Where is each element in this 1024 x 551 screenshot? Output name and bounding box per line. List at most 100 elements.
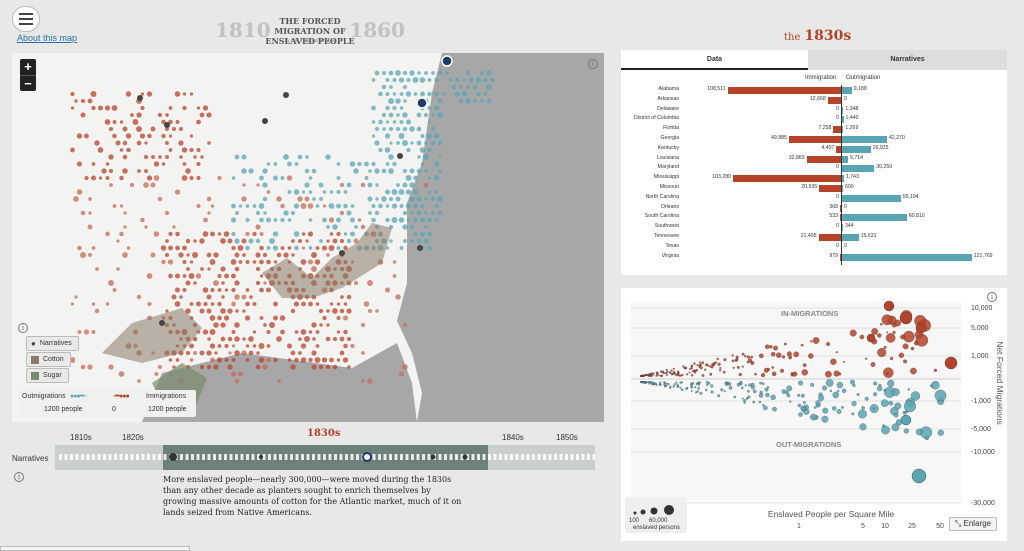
zoom-out-button[interactable]: − xyxy=(20,75,36,91)
migration-dot xyxy=(230,217,237,223)
migration-dot xyxy=(402,224,408,230)
bar-row[interactable]: North Carolina 0 55,194 xyxy=(621,194,1007,204)
migration-dot xyxy=(122,154,128,160)
decade-1820s[interactable]: 1820s xyxy=(122,433,144,442)
scatter-point xyxy=(944,356,958,370)
bar-row[interactable]: Missouri 20,935 600 xyxy=(621,184,1007,194)
migration-dot xyxy=(410,239,414,243)
timeline-tick xyxy=(262,454,266,460)
map-canvas[interactable] xyxy=(12,53,604,422)
migration-dot xyxy=(420,162,425,166)
migration-dot xyxy=(245,288,250,292)
migration-dot xyxy=(433,161,440,167)
zoom-in-button[interactable]: + xyxy=(24,59,32,74)
migration-dot xyxy=(353,238,359,244)
legend-info-icon[interactable]: i xyxy=(18,323,28,333)
migration-dot xyxy=(150,182,156,188)
legend-sugar[interactable]: Sugar xyxy=(26,368,69,383)
bar-row[interactable]: Louisiana 32,863 5,714 xyxy=(621,155,1007,165)
legend-cotton[interactable]: Cotton xyxy=(26,352,71,367)
scatter-point xyxy=(822,385,827,391)
decade-1810s[interactable]: 1810s xyxy=(70,433,92,442)
immigration-bar xyxy=(840,214,841,222)
migration-dot xyxy=(360,182,366,188)
migration-dot xyxy=(311,168,317,174)
scatter-point xyxy=(892,330,896,334)
scatter-point xyxy=(670,369,673,372)
timeline-slider[interactable] xyxy=(55,445,596,470)
bar-row[interactable]: Texas 0 0 xyxy=(621,243,1007,253)
bar-row[interactable]: South Carolina 533 60,810 xyxy=(621,213,1007,223)
immigration-value: 0 xyxy=(836,164,839,171)
scatter-point xyxy=(873,381,878,386)
migration-map[interactable]: + − i i ● Narratives Cotton Sugar Outmigr… xyxy=(12,53,604,422)
timeline-info-icon[interactable]: i xyxy=(14,472,24,482)
migration-dot xyxy=(234,252,240,258)
map-info-icon[interactable]: i xyxy=(588,59,598,69)
migration-dot xyxy=(203,217,208,223)
bar-row[interactable]: District of Columbia 0 1,440 xyxy=(621,115,1007,125)
bar-row[interactable]: Orleans 368 0 xyxy=(621,204,1007,214)
bar-row[interactable]: Arkansas 12,668 0 xyxy=(621,96,1007,106)
migration-dot xyxy=(70,91,75,97)
bar-row[interactable]: Mississippi 103,280 1,743 xyxy=(621,174,1007,184)
page-title: 1810 1860 THE FORCED MIGRATION OF ENSLAVE… xyxy=(215,12,405,52)
migration-dot xyxy=(237,371,244,377)
legend-narratives[interactable]: ● Narratives xyxy=(26,336,79,351)
bar-row[interactable]: Kentucky 4,407 26,925 xyxy=(621,145,1007,155)
immigration-value: 4,407 xyxy=(821,144,835,151)
migration-dot xyxy=(174,301,181,307)
scatter-point xyxy=(723,390,726,393)
timeline-track[interactable] xyxy=(55,445,596,470)
immigration-value: 103,280 xyxy=(712,174,732,181)
bar-row[interactable]: Virginia 979 121,769 xyxy=(621,253,1007,263)
migration-dot xyxy=(273,218,278,222)
migration-dot xyxy=(164,210,170,216)
timeline-tick xyxy=(185,454,189,460)
outmigration-value: 30,250 xyxy=(876,164,893,171)
sugar-swatch xyxy=(31,371,39,380)
bar-row[interactable]: Southwest 0 344 xyxy=(621,223,1007,233)
migration-dot xyxy=(332,238,338,244)
decade-1840s[interactable]: 1840s xyxy=(502,433,524,442)
scatter-point xyxy=(663,381,666,385)
migration-dot xyxy=(297,196,303,202)
migration-dot xyxy=(417,71,421,75)
migration-dot xyxy=(241,294,247,300)
cotton-region xyxy=(102,308,202,363)
enlarge-button[interactable]: ⤡ Enlarge xyxy=(949,517,997,531)
tab-data[interactable]: Data xyxy=(621,50,808,70)
menu-button[interactable] xyxy=(12,6,40,32)
bar-row[interactable]: Florida 7,258 1,269 xyxy=(621,125,1007,135)
scatter-point xyxy=(648,382,651,385)
migration-dot xyxy=(416,168,422,174)
migration-dot xyxy=(230,371,237,377)
scatter-point xyxy=(784,390,789,395)
scatter-point xyxy=(640,381,643,383)
migration-dot xyxy=(287,190,292,194)
bar-row[interactable]: Alabama 108,511 9,188 xyxy=(621,86,1007,96)
bar-row[interactable]: Tennessee 21,495 15,631 xyxy=(621,233,1007,243)
migration-dot xyxy=(213,364,219,370)
migration-dot xyxy=(206,350,212,356)
migration-dot xyxy=(262,196,268,202)
about-link[interactable]: About this map xyxy=(17,33,78,43)
scatter-point xyxy=(815,400,821,406)
bar-row[interactable]: Georgia 49,885 42,270 xyxy=(621,135,1007,145)
migration-dot xyxy=(290,364,296,370)
tab-narratives[interactable]: Narratives xyxy=(808,50,1007,70)
migration-dot xyxy=(423,238,429,244)
migration-dot xyxy=(182,162,187,166)
zoom-control[interactable]: + − xyxy=(20,59,36,91)
scatter-point xyxy=(741,365,744,368)
decade-1850s[interactable]: 1850s xyxy=(556,433,578,442)
bar-row[interactable]: Delaware 0 1,348 xyxy=(621,106,1007,116)
migration-dot xyxy=(413,175,418,181)
migration-dot xyxy=(402,70,408,76)
scatter-info-icon[interactable]: i xyxy=(987,292,997,302)
scatter-point xyxy=(718,369,722,372)
scatter-point xyxy=(647,374,650,377)
timeline-era-title: 1830s xyxy=(307,428,341,439)
bar-row[interactable]: Maryland 0 30,250 xyxy=(621,164,1007,174)
migration-dot xyxy=(343,302,348,306)
